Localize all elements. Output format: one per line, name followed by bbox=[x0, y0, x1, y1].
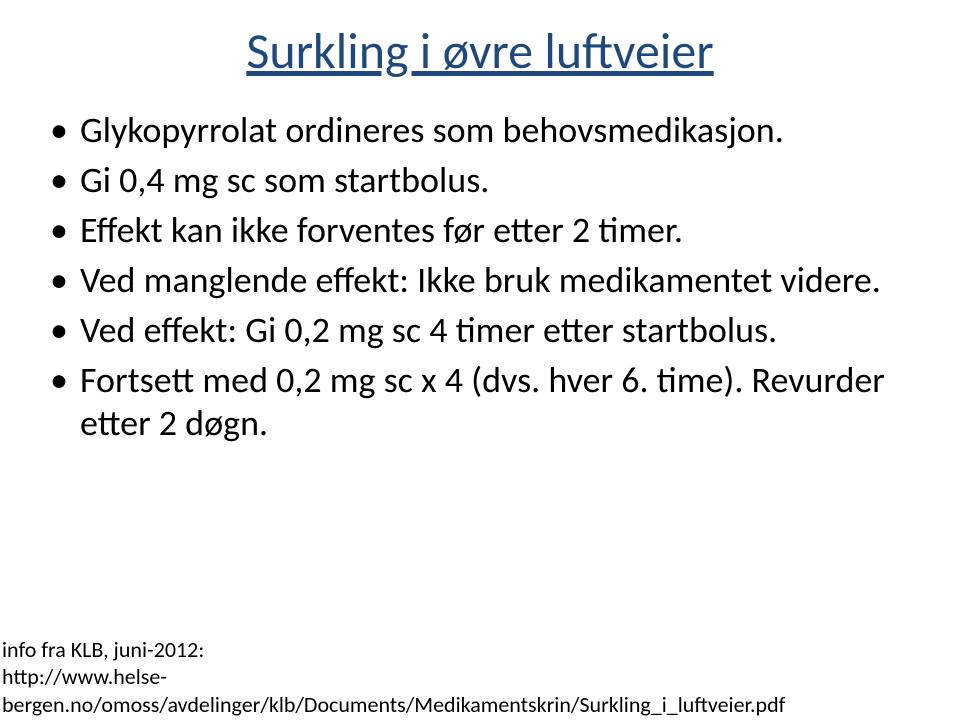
bullet-item: Glykopyrrolat ordineres som behovsmedika… bbox=[46, 109, 916, 153]
slide-title: Surkling i øvre luftveier bbox=[44, 24, 916, 79]
footer-source: info fra KLB, juni-2012: http://www.hels… bbox=[2, 636, 785, 719]
bullet-item: Ved effekt: Gi 0,2 mg sc 4 timer etter s… bbox=[46, 309, 916, 353]
footer-line: bergen.no/omoss/avdelinger/klb/Documents… bbox=[2, 691, 785, 719]
bullet-list: Glykopyrrolat ordineres som behovsmedika… bbox=[46, 109, 916, 446]
bullet-item: Gi 0,4 mg sc som startbolus. bbox=[46, 159, 916, 203]
bullet-item: Ved manglende effekt: Ikke bruk medikame… bbox=[46, 259, 916, 303]
bullet-text: Gi 0,4 mg sc som startbolus. bbox=[80, 158, 489, 202]
footer-line: http://www.helse- bbox=[2, 663, 785, 691]
bullet-item: Effekt kan ikke forventes før etter 2 ti… bbox=[46, 209, 916, 253]
bullet-text: Ved effekt: Gi 0,2 mg sc 4 timer etter s… bbox=[80, 308, 777, 352]
bullet-text: Fortsett med 0,2 mg sc x 4 (dvs. hver 6.… bbox=[80, 358, 885, 446]
bullet-text: Glykopyrrolat ordineres som behovsmedika… bbox=[80, 108, 784, 152]
footer-line: info fra KLB, juni-2012: bbox=[2, 636, 785, 664]
bullet-text: Ved manglende effekt: Ikke bruk medikame… bbox=[80, 258, 881, 302]
bullet-text: Effekt kan ikke forventes før etter 2 ti… bbox=[80, 208, 683, 252]
bullet-item: Fortsett med 0,2 mg sc x 4 (dvs. hver 6.… bbox=[46, 359, 916, 447]
slide: Surkling i øvre luftveier Glykopyrrolat … bbox=[0, 0, 960, 724]
